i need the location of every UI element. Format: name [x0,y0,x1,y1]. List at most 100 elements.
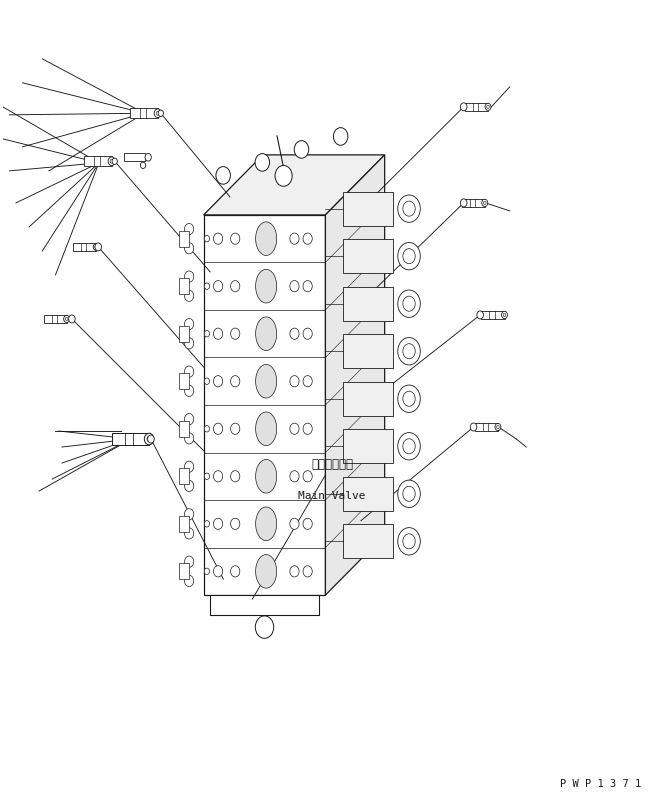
Circle shape [185,461,194,472]
Circle shape [185,433,194,444]
Bar [343,476,392,511]
Circle shape [303,376,312,387]
Circle shape [216,167,230,185]
Circle shape [398,385,420,413]
Circle shape [205,283,210,289]
Circle shape [403,534,415,549]
Circle shape [333,127,348,145]
Circle shape [185,243,194,254]
Bar [343,334,392,368]
Circle shape [255,616,274,638]
Circle shape [230,566,240,577]
Circle shape [403,486,415,501]
Circle shape [185,528,194,539]
Circle shape [185,480,194,492]
Circle shape [230,280,240,292]
Circle shape [470,423,477,431]
Circle shape [205,330,210,337]
Circle shape [94,243,99,251]
Circle shape [214,328,222,339]
Circle shape [495,423,501,430]
Ellipse shape [256,364,277,398]
Bar [465,103,488,111]
Circle shape [497,426,499,429]
Circle shape [303,518,312,530]
Bar [130,109,158,118]
Circle shape [482,199,488,206]
Text: Main Valve: Main Valve [298,491,366,501]
Circle shape [205,235,210,242]
Circle shape [403,343,415,359]
Circle shape [290,518,299,530]
Circle shape [503,314,506,317]
Circle shape [185,509,194,520]
Circle shape [230,518,240,530]
Bar [343,239,392,273]
Bar [343,287,392,321]
Circle shape [403,391,415,406]
Circle shape [290,423,299,434]
Circle shape [303,280,312,292]
Circle shape [145,153,151,161]
Bar [112,433,149,446]
Circle shape [230,376,240,387]
Bar [343,192,392,226]
Circle shape [290,566,299,577]
Circle shape [403,202,415,216]
Circle shape [275,165,292,186]
Bar [210,595,319,615]
Bar [73,243,96,251]
Circle shape [214,376,222,387]
Circle shape [303,423,312,434]
Polygon shape [204,215,325,595]
Text: メインバルブ: メインバルブ [311,458,353,471]
Circle shape [185,366,194,377]
Bar [343,524,392,559]
Circle shape [144,434,154,445]
Circle shape [205,473,210,480]
Circle shape [147,435,154,443]
Text: P W P 1 3 7 1: P W P 1 3 7 1 [560,779,641,789]
Circle shape [255,154,270,171]
Circle shape [230,328,240,339]
Circle shape [185,271,194,282]
Circle shape [214,566,222,577]
Bar [343,381,392,416]
Circle shape [140,162,145,168]
Bar [179,563,189,580]
Circle shape [303,233,312,244]
Bar [84,156,112,166]
Circle shape [460,103,467,111]
Bar [179,231,189,247]
Circle shape [68,315,75,323]
Bar [179,373,189,389]
Circle shape [230,471,240,482]
Bar [461,199,485,207]
Circle shape [214,233,222,244]
Circle shape [398,243,420,270]
Circle shape [303,471,312,482]
Circle shape [487,106,489,109]
Circle shape [230,423,240,434]
Bar [179,278,189,294]
Ellipse shape [256,412,277,446]
Circle shape [95,245,98,248]
Circle shape [403,438,415,454]
Circle shape [185,223,194,235]
Circle shape [303,566,312,577]
Circle shape [294,140,309,158]
Ellipse shape [256,269,277,303]
Circle shape [230,233,240,244]
Bar [481,311,505,319]
Circle shape [154,109,161,118]
Bar [475,423,498,431]
Bar [179,326,189,342]
Circle shape [485,103,491,110]
Bar [44,315,66,323]
Circle shape [398,338,420,365]
Circle shape [483,202,486,205]
Circle shape [185,318,194,330]
Bar [343,429,392,463]
Bar [179,516,189,532]
Ellipse shape [256,222,277,256]
